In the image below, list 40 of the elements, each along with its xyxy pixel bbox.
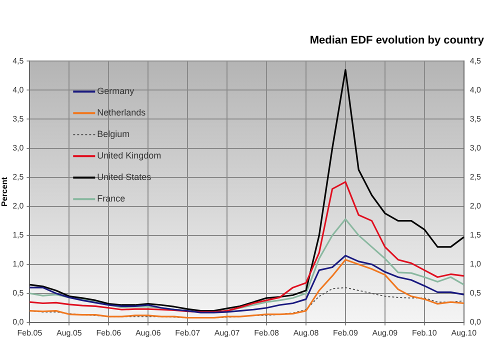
y2-tick-label: 1,5 [470,230,482,240]
x-tick-label: Feb.08 [254,328,280,338]
y2-tick-label: 1,0 [470,260,482,269]
x-tick-label: Feb.09 [333,328,358,338]
legend-label: Belgium [97,129,130,140]
x-tick-label: Aug.08 [293,328,320,338]
y2-tick-label: 4,5 [470,56,482,66]
legend-label: United States [97,172,152,182]
y2-tick-label: 0,0 [470,318,482,327]
y-tick-label: 2,0 [12,202,24,211]
chart-title: Median EDF evolution by country [310,34,485,47]
legend-label: United Kingdom [97,150,162,161]
y2-tick-label: 3,0 [470,143,482,152]
y-tick-label: 0,5 [12,288,24,298]
legend-label: Netherlands [97,108,146,118]
x-tick-label: Feb.10 [412,328,438,338]
y-tick-label: 0,0 [12,318,24,327]
x-tick-label: Aug.10 [451,328,478,338]
y-tick-label: 2,5 [12,172,24,182]
y-axis-title: Percent [0,176,10,206]
x-tick-label: Aug.07 [214,328,240,338]
x-tick-label: Aug.05 [56,328,82,338]
y2-tick-label: 4,0 [470,85,482,94]
legend-label: France [97,194,126,204]
y-tick-label: 1,0 [12,260,24,269]
y-tick-label: 1,5 [12,230,24,240]
y-tick-label: 4,0 [12,85,24,94]
y2-tick-label: 0,5 [470,288,482,298]
x-tick-label: Feb.05 [17,328,43,338]
y-tick-label: 3,5 [12,114,24,124]
x-tick-label: Feb.06 [96,328,122,338]
x-tick-label: Aug.06 [135,328,162,338]
y-tick-label: 3,0 [12,143,24,152]
x-tick-label: Feb.07 [175,328,201,338]
x-tick-label: Aug.09 [372,328,398,338]
y-tick-label: 4,5 [12,56,24,66]
y2-tick-label: 2,0 [470,202,482,211]
y2-tick-label: 3,5 [470,114,482,124]
legend-label: Germany [97,86,135,96]
y2-tick-label: 2,5 [470,172,482,182]
